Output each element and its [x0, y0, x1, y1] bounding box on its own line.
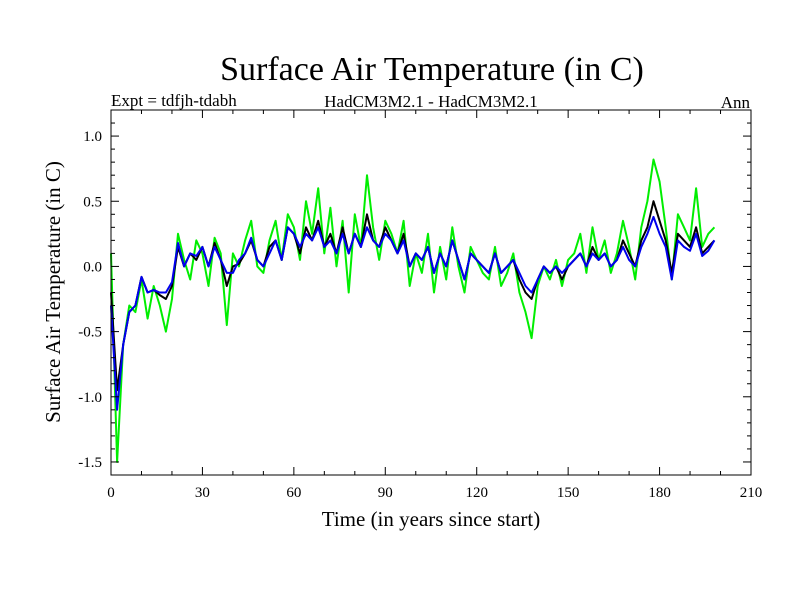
x-tick-label: 150 — [557, 485, 580, 501]
series-line-blue — [110, 215, 716, 411]
experiment-label: Expt = tdfjh-tdabh — [111, 91, 237, 110]
axis-ticks: 0 30 60 90 120 150 180 210 -1.5 -1.0 -0.5 0.0 0.5 1.0 — [78, 110, 762, 501]
x-tick-label: 0 — [107, 485, 115, 501]
y-tick-label: -1.0 — [78, 390, 102, 406]
y-tick-label: 1.0 — [83, 129, 102, 145]
x-axis-label: Time (in years since start) — [322, 507, 541, 531]
x-tick-label: 210 — [740, 485, 763, 501]
chart-title: Surface Air Temperature (in C) — [220, 51, 644, 88]
x-tick-label: 60 — [286, 485, 301, 501]
season-label: Ann — [721, 93, 751, 112]
y-tick-label: -1.5 — [78, 455, 102, 471]
y-tick-label: -0.5 — [78, 325, 102, 341]
series-lines — [110, 158, 716, 463]
model-label: HadCM3M2.1 - HadCM3M2.1 — [324, 92, 537, 111]
y-tick-label: 0.5 — [83, 194, 102, 210]
x-tick-label: 180 — [648, 485, 671, 501]
x-tick-label: 120 — [465, 485, 488, 501]
x-tick-label: 30 — [195, 485, 210, 501]
y-axis-label: Surface Air Temperature (in C) — [41, 161, 65, 423]
x-tick-label: 90 — [378, 485, 393, 501]
y-tick-label: 0.0 — [83, 259, 102, 275]
plot-frame — [110, 109, 752, 476]
